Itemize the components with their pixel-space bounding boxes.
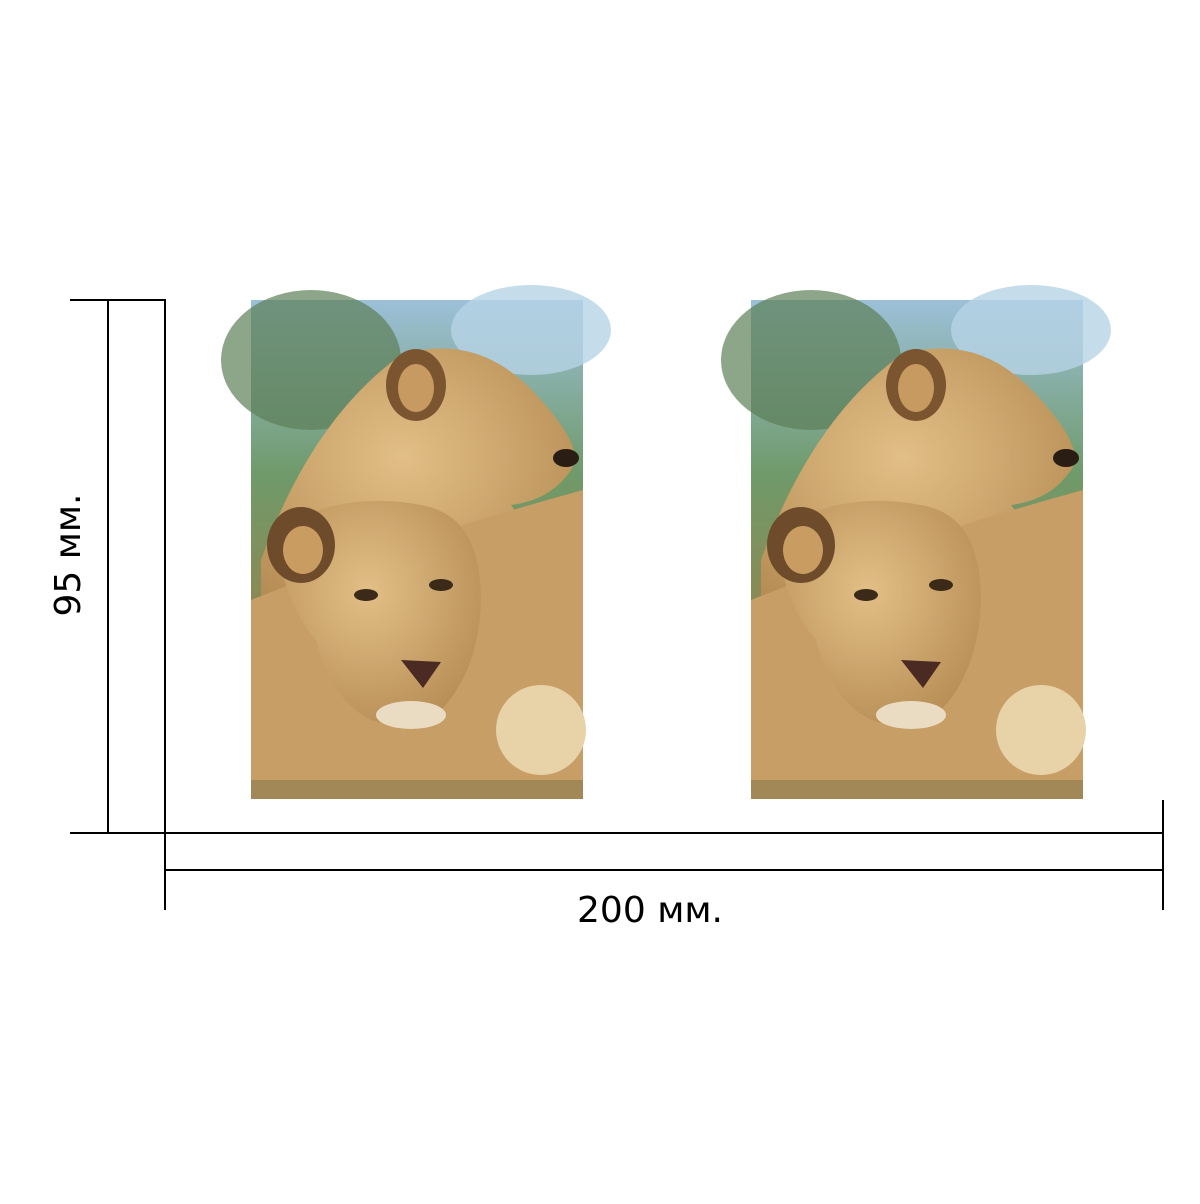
height-label: 95 мм. bbox=[48, 493, 89, 616]
photo-left bbox=[221, 285, 611, 799]
photo-right bbox=[721, 285, 1111, 799]
width-label: 200 мм. bbox=[577, 890, 723, 931]
